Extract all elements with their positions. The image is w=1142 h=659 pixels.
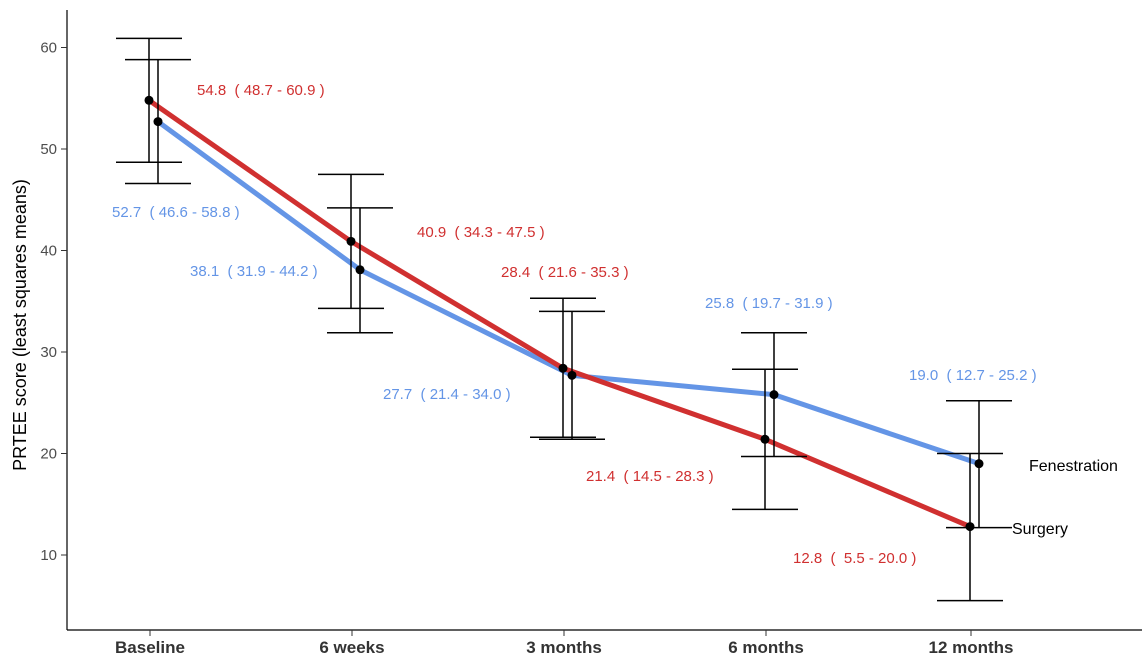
data-point-fenestration [769, 390, 779, 400]
series-labels: Surgery Fenestration [1012, 458, 1118, 538]
data-point-surgery [558, 363, 568, 373]
y-axis-title: PRTEE score (least squares means) [10, 179, 30, 471]
x-tick-label: 6 weeks [319, 638, 384, 657]
x-tick-label: Baseline [115, 638, 185, 657]
value-annotation-surgery: 54.8 ( 48.7 - 60.9 ) [197, 82, 325, 99]
y-tick-label: 10 [40, 547, 57, 564]
x-tick-label: 3 months [526, 638, 602, 657]
y-tick-label: 30 [40, 344, 57, 361]
data-point-fenestration [567, 370, 577, 380]
value-annotation-fenestration: 25.8 ( 19.7 - 31.9 ) [705, 295, 833, 312]
series-label-surgery: Surgery [1012, 521, 1068, 538]
data-point-fenestration [355, 265, 365, 275]
error-bars [116, 37, 1012, 602]
y-tick-label: 20 [40, 446, 57, 463]
value-annotation-surgery: 21.4 ( 14.5 - 28.3 ) [586, 468, 714, 485]
series-line-fenestration [155, 119, 982, 467]
data-point-fenestration [153, 117, 163, 127]
x-ticks: Baseline 6 weeks 3 months 6 months 12 months [115, 630, 1014, 657]
series-line-surgery [146, 97, 973, 530]
y-tick-label: 40 [40, 243, 57, 260]
value-annotation-surgery: 40.9 ( 34.3 - 47.5 ) [417, 224, 545, 241]
value-annotation-surgery: 28.4 ( 21.6 - 35.3 ) [501, 264, 629, 281]
y-tick-label: 60 [40, 40, 57, 57]
x-tick-label: 12 months [928, 638, 1013, 657]
value-annotation-fenestration: 19.0 ( 12.7 - 25.2 ) [909, 367, 1037, 384]
points [144, 95, 984, 532]
value-annotation-surgery: 12.8 ( 5.5 - 20.0 ) [793, 550, 916, 567]
series-lines [146, 97, 982, 530]
data-point-surgery [144, 95, 154, 105]
y-ticks: 10 20 30 40 50 60 [40, 40, 67, 564]
series-label-fenestration: Fenestration [1029, 458, 1118, 475]
value-annotation-fenestration: 38.1 ( 31.9 - 44.2 ) [190, 263, 318, 280]
data-point-surgery [965, 522, 975, 532]
value-annotation-fenestration: 27.7 ( 21.4 - 34.0 ) [383, 386, 511, 403]
data-point-surgery [346, 236, 356, 246]
x-tick-label: 6 months [728, 638, 804, 657]
y-tick-label: 50 [40, 141, 57, 158]
data-point-fenestration [974, 459, 984, 469]
annotations: 54.8 ( 48.7 - 60.9 ) 40.9 ( 34.3 - 47.5 )… [112, 82, 1037, 567]
data-point-surgery [760, 434, 770, 444]
value-annotation-fenestration: 52.7 ( 46.6 - 58.8 ) [112, 204, 240, 221]
